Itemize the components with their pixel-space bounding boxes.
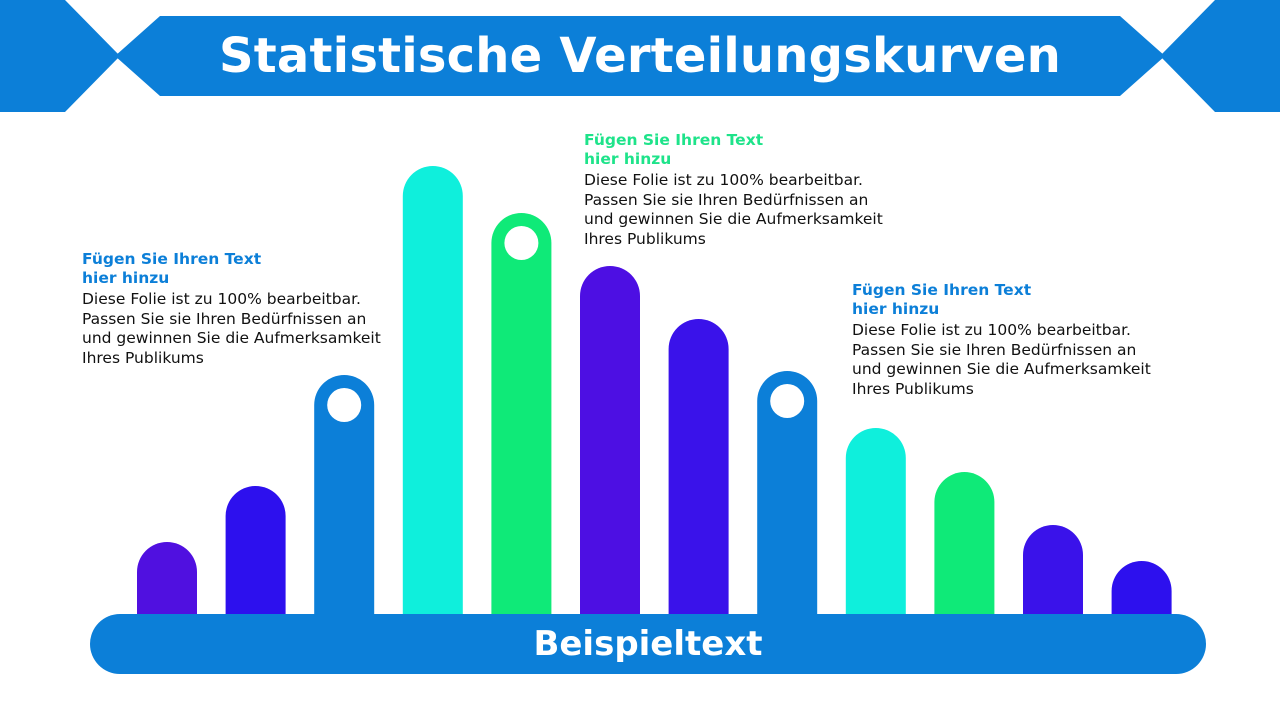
bar-5	[491, 212, 552, 618]
banner-center	[115, 16, 1165, 96]
bar-8-marker	[770, 384, 805, 418]
title-banner	[0, 0, 1280, 112]
baseline-label: Beispieltext	[533, 624, 763, 664]
bar-9	[845, 428, 906, 618]
callout-center: Fügen Sie Ihren Text hier hinzu Diese Fo…	[584, 131, 904, 249]
bar-12	[1111, 561, 1172, 618]
callout-heading: Fügen Sie Ihren Text hier hinzu	[82, 250, 262, 287]
bar-1	[137, 542, 197, 618]
callout-line: Ihres Publikums	[852, 379, 974, 398]
bar-6	[580, 266, 640, 618]
callout-body: Diese Folie ist zu 100% bearbeitbar. Pas…	[82, 290, 402, 368]
callout-right: Fügen Sie Ihren Text hier hinzu Diese Fo…	[852, 281, 1172, 399]
callout-line: und gewinnen Sie die Aufmerksamkeit	[584, 210, 883, 228]
bar-4	[402, 166, 463, 619]
bar-7	[668, 319, 729, 618]
callout-heading: Fügen Sie Ihren Text hier hinzu	[584, 131, 764, 168]
callout-line: Diese Folie ist zu 100% bearbeitbar.	[852, 321, 1131, 339]
bar-11	[1023, 525, 1083, 618]
callout-line: Passen Sie sie Ihren Bedürfnissen an	[584, 190, 869, 209]
bar-8	[757, 371, 818, 618]
bar-3-marker	[327, 388, 362, 422]
bar-3	[314, 375, 375, 618]
banner-right-ribbon	[1160, 0, 1280, 112]
bar-2	[225, 486, 286, 618]
callout-left: Fügen Sie Ihren Text hier hinzu Diese Fo…	[82, 250, 402, 368]
bar-5-marker	[504, 226, 539, 260]
callout-body: Diese Folie ist zu 100% bearbeitbar. Pas…	[584, 171, 904, 249]
callout-line: Ihres Publikums	[82, 348, 204, 367]
banner-left-ribbon	[0, 0, 120, 112]
callout-line: Passen Sie sie Ihren Bedürfnissen an	[852, 340, 1137, 359]
callout-line: Ihres Publikums	[584, 229, 706, 248]
callout-line: Diese Folie ist zu 100% bearbeitbar.	[82, 290, 361, 308]
callout-body: Diese Folie ist zu 100% bearbeitbar. Pas…	[852, 321, 1172, 399]
bar-10	[934, 472, 995, 618]
callout-line: und gewinnen Sie die Aufmerksamkeit	[852, 360, 1151, 378]
callout-line: Passen Sie sie Ihren Bedürfnissen an	[82, 309, 367, 328]
callout-heading: Fügen Sie Ihren Text hier hinzu	[852, 281, 1032, 318]
page-title: Statistische Verteilungskurven	[219, 28, 1061, 84]
callout-line: und gewinnen Sie die Aufmerksamkeit	[82, 329, 381, 347]
callout-line: Diese Folie ist zu 100% bearbeitbar.	[584, 171, 863, 189]
baseline-bar	[90, 614, 1206, 674]
